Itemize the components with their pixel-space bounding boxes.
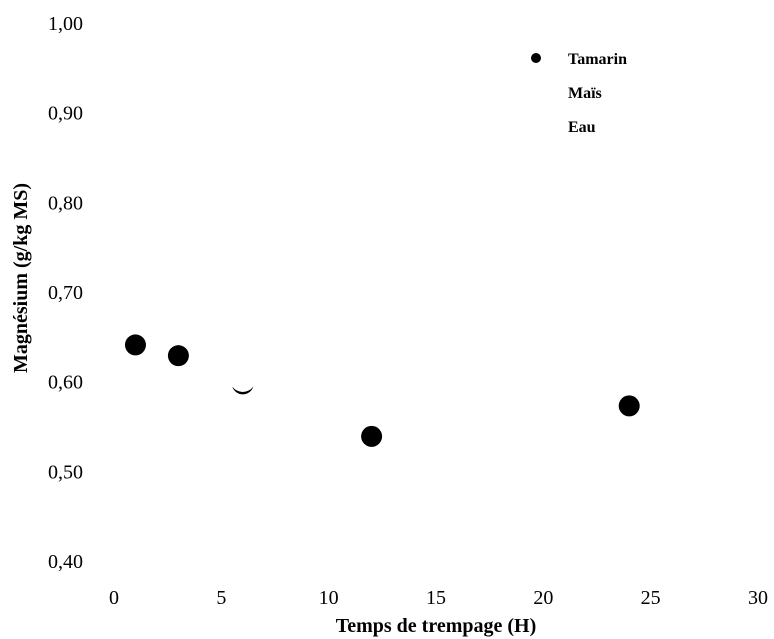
y-tick-label: 0,90: [48, 103, 83, 125]
legend-label: Tamarin: [568, 51, 627, 68]
data-point-tamarin: [361, 425, 383, 447]
data-point-tamarin: [167, 345, 189, 367]
legend-marker-tamarin: [531, 53, 541, 63]
x-tick-label: 30: [748, 587, 768, 609]
x-tick-label: 25: [641, 587, 661, 609]
y-tick-label: 0,60: [48, 372, 83, 394]
legend: Tamarin Maïs Eau: [531, 51, 627, 136]
y-tick-label: 0,70: [48, 282, 83, 304]
legend-label: Eau: [568, 119, 596, 136]
x-tick-label: 15: [426, 587, 446, 609]
y-tick-label: 0,50: [48, 461, 83, 483]
x-tick-label: 20: [533, 587, 553, 609]
y-tick-label: 0,80: [48, 192, 83, 214]
data-point-tamarin: [124, 334, 146, 356]
x-tick-label: 5: [216, 587, 226, 609]
data-points: [124, 334, 640, 447]
x-tick-label: 10: [319, 587, 339, 609]
legend-label: Maïs: [568, 85, 602, 102]
y-axis-title: Magnésium (g/kg MS): [10, 183, 32, 373]
y-tick-label: 0,40: [48, 551, 83, 573]
x-tick-label: 0: [109, 587, 119, 609]
y-axis-ticks: 0,40 0,50 0,60 0,70 0,80 0,90 1,00: [48, 13, 83, 573]
data-point-mais: [232, 386, 254, 395]
x-axis-ticks: 0 5 10 15 20 25 30: [109, 587, 768, 609]
x-axis-title: Temps de trempage (H): [336, 615, 537, 637]
data-point-tamarin: [618, 395, 640, 417]
y-tick-label: 1,00: [48, 13, 83, 35]
